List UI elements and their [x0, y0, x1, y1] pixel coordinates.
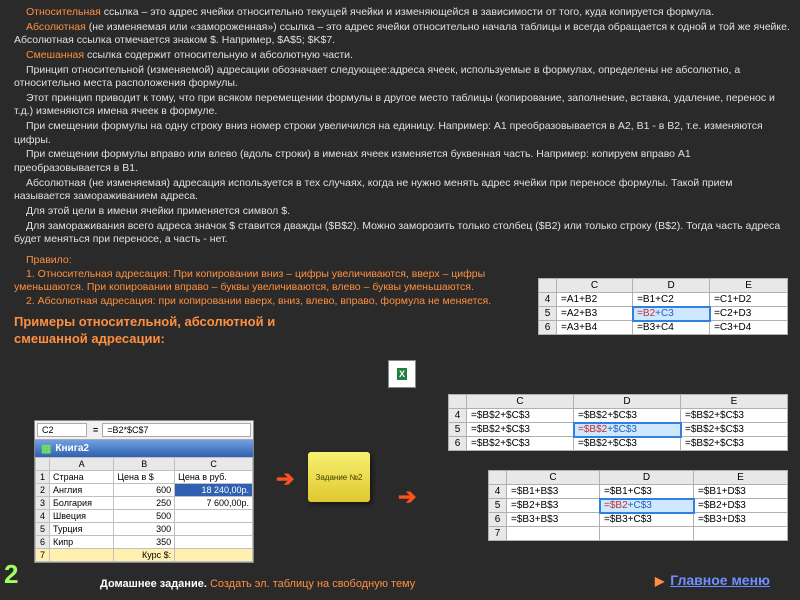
arrow-icon: ➔ — [276, 466, 294, 492]
term-absolute: Абсолютная — [26, 21, 86, 33]
workbook-title: Книга2 — [35, 440, 253, 457]
rule-title: Правило: — [14, 254, 494, 268]
spreadsheet-screenshot: C2 = =B2*$C$7 Книга2 ABC1СтранаЦена в $Ц… — [34, 420, 254, 563]
explanatory-text: Относительная ссылка – это адрес ячейки … — [0, 0, 800, 250]
principle-text: Принцип относительной (изменяемой) адрес… — [14, 64, 790, 91]
term-mixed: Смешанная — [26, 49, 84, 61]
example-grid-absolute: CDE4=$B$2+$C$3=$B$2+$C$3=$B$2+$C$35=$B$2… — [448, 394, 788, 451]
homework-text: Домашнее задание. Создать эл. таблицу на… — [100, 578, 415, 590]
name-box: C2 — [37, 423, 87, 437]
arrow-icon: ➔ — [398, 484, 416, 510]
excel-file-icon: X — [388, 360, 416, 388]
example-grid-mixed: CDE4=$B1+B$3=$B1+C$3=$B1+D$35=$B2+B$3=$B… — [488, 470, 788, 541]
rule-box: Правило: 1. Относительная адресация: При… — [14, 254, 494, 309]
formula-bar: =B2*$C$7 — [102, 423, 251, 437]
page-number: 2 — [4, 559, 18, 590]
fx-icon: = — [93, 425, 98, 435]
example-grid-relative: CDE4=A1+B2=B1+C2=C1+D25=A2+B3=B2+C3=C2+D… — [538, 278, 788, 335]
sticky-note: Задание №2 — [308, 452, 370, 502]
main-menu-link[interactable]: Главное меню — [655, 572, 770, 588]
examples-title: Примеры относительной, абсолютной и смеш… — [14, 314, 314, 348]
term-relative: Относительная — [26, 6, 101, 18]
